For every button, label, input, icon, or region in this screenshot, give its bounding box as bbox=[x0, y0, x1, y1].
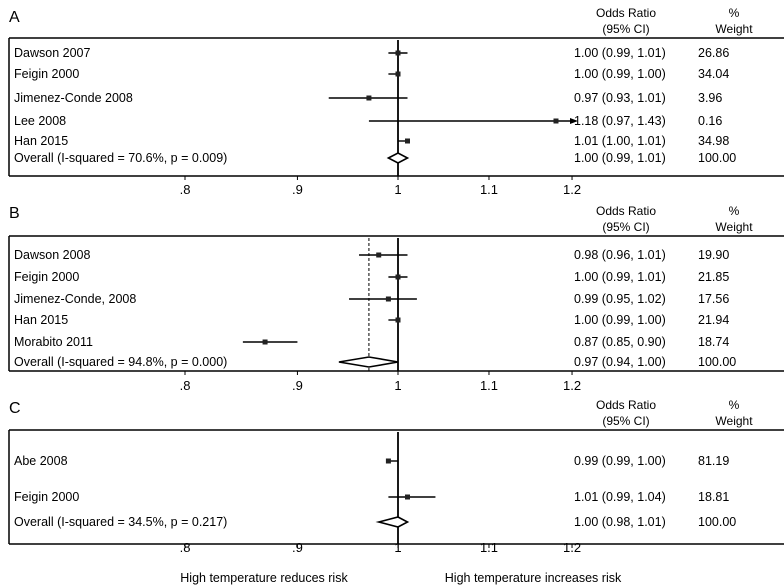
x-tick-label: .9 bbox=[292, 378, 303, 393]
x-tick-label: 1.1 bbox=[480, 182, 498, 197]
study-ci: 0.97 (0.93, 1.01) bbox=[574, 91, 666, 105]
study-name: Morabito 2011 bbox=[14, 335, 93, 349]
x-tick-label: .9 bbox=[292, 182, 303, 197]
weight-header-pct: % bbox=[729, 398, 740, 412]
study-weight: 18.74 bbox=[698, 335, 729, 349]
study-weight: 18.81 bbox=[698, 490, 729, 504]
weight-header: Weight bbox=[715, 22, 753, 36]
study-ci: 1.18 (0.97, 1.43) bbox=[574, 114, 666, 128]
study-name: Han 2015 bbox=[14, 134, 68, 148]
study-name: Dawson 2008 bbox=[14, 248, 90, 262]
study-ci: 0.98 (0.96, 1.01) bbox=[574, 248, 666, 262]
study-weight: 3.96 bbox=[698, 91, 722, 105]
study-point-estimate bbox=[404, 494, 410, 500]
study-name: Jimenez-Conde 2008 bbox=[14, 91, 133, 105]
x-tick-label: .8 bbox=[180, 540, 191, 555]
study-name: Jimenez-Conde, 2008 bbox=[14, 292, 136, 306]
x-tick-label: .8 bbox=[180, 182, 191, 197]
study-point-estimate bbox=[553, 118, 559, 124]
study-name: Feigin 2000 bbox=[14, 67, 79, 81]
x-tick-label: 1.1 bbox=[480, 378, 498, 393]
panel-label: A bbox=[9, 9, 20, 26]
or-header: Odds Ratio bbox=[596, 398, 656, 412]
overall-diamond bbox=[375, 516, 410, 528]
x-tick-label: 1.2 bbox=[563, 540, 581, 555]
study-name: Han 2015 bbox=[14, 313, 68, 327]
study-point-estimate bbox=[262, 339, 268, 345]
x-tick-label: 1 bbox=[394, 378, 401, 393]
study-name: Lee 2008 bbox=[14, 114, 66, 128]
study-weight: 21.94 bbox=[698, 313, 729, 327]
x-tick-label: 1.1 bbox=[480, 540, 498, 555]
study-ci: 0.87 (0.85, 0.90) bbox=[574, 335, 666, 349]
overall-ci: 0.97 (0.94, 1.00) bbox=[574, 355, 666, 369]
study-ci: 1.00 (0.99, 1.00) bbox=[574, 313, 666, 327]
study-ci: 1.01 (0.99, 1.04) bbox=[574, 490, 666, 504]
study-ci: 1.00 (0.99, 1.00) bbox=[574, 67, 666, 81]
overall-diamond bbox=[338, 356, 399, 368]
overall-weight: 100.00 bbox=[698, 515, 736, 529]
or-header: Odds Ratio bbox=[596, 6, 656, 20]
study-point-estimate bbox=[385, 458, 391, 464]
study-point-estimate bbox=[395, 317, 401, 323]
weight-header: Weight bbox=[715, 220, 753, 234]
footer-increases-risk: High temperature increases risk bbox=[445, 571, 622, 585]
study-ci: 1.00 (0.99, 1.01) bbox=[574, 270, 666, 284]
study-point-estimate bbox=[366, 95, 372, 101]
study-weight: 81.19 bbox=[698, 454, 729, 468]
study-point-estimate bbox=[385, 296, 391, 302]
study-point-estimate bbox=[395, 50, 401, 56]
study-name: Feigin 2000 bbox=[14, 270, 79, 284]
study-name: Dawson 2007 bbox=[14, 46, 90, 60]
ci-header: (95% CI) bbox=[602, 414, 649, 428]
panel-label: B bbox=[9, 205, 20, 222]
x-tick-label: 1.2 bbox=[563, 378, 581, 393]
overall-label: Overall (I-squared = 34.5%, p = 0.217) bbox=[14, 515, 227, 529]
overall-ci: 1.00 (0.99, 1.01) bbox=[574, 151, 666, 165]
overall-weight: 100.00 bbox=[698, 355, 736, 369]
study-name: Feigin 2000 bbox=[14, 490, 79, 504]
study-point-estimate bbox=[395, 274, 401, 280]
footer-reduces-risk: High temperature reduces risk bbox=[180, 571, 348, 585]
x-tick-label: .9 bbox=[292, 540, 303, 555]
study-weight: 0.16 bbox=[698, 114, 722, 128]
study-weight: 21.85 bbox=[698, 270, 729, 284]
study-weight: 19.90 bbox=[698, 248, 729, 262]
study-weight: 34.98 bbox=[698, 134, 729, 148]
or-header: Odds Ratio bbox=[596, 204, 656, 218]
x-tick-label: 1.2 bbox=[563, 182, 581, 197]
study-ci: 0.99 (0.99, 1.00) bbox=[574, 454, 666, 468]
x-tick-label: .8 bbox=[180, 378, 191, 393]
x-tick-label: 1 bbox=[394, 182, 401, 197]
study-point-estimate bbox=[404, 138, 410, 144]
study-weight: 26.86 bbox=[698, 46, 729, 60]
overall-ci: 1.00 (0.98, 1.01) bbox=[574, 515, 666, 529]
panel-label: C bbox=[9, 400, 21, 417]
study-ci: 1.01 (1.00, 1.01) bbox=[574, 134, 666, 148]
overall-label: Overall (I-squared = 70.6%, p = 0.009) bbox=[14, 151, 227, 165]
study-name: Abe 2008 bbox=[14, 454, 68, 468]
weight-header: Weight bbox=[715, 414, 753, 428]
study-ci: 0.99 (0.95, 1.02) bbox=[574, 292, 666, 306]
ci-header: (95% CI) bbox=[602, 22, 649, 36]
overall-diamond bbox=[386, 152, 410, 164]
weight-header-pct: % bbox=[729, 204, 740, 218]
x-tick-label: 1 bbox=[394, 540, 401, 555]
study-weight: 34.04 bbox=[698, 67, 729, 81]
ci-header: (95% CI) bbox=[602, 220, 649, 234]
weight-header-pct: % bbox=[729, 6, 740, 20]
study-point-estimate bbox=[395, 71, 401, 77]
study-point-estimate bbox=[376, 252, 382, 258]
study-ci: 1.00 (0.99, 1.01) bbox=[574, 46, 666, 60]
overall-label: Overall (I-squared = 94.8%, p = 0.000) bbox=[14, 355, 227, 369]
study-weight: 17.56 bbox=[698, 292, 729, 306]
ci-arrow-right bbox=[570, 118, 578, 124]
overall-weight: 100.00 bbox=[698, 151, 736, 165]
